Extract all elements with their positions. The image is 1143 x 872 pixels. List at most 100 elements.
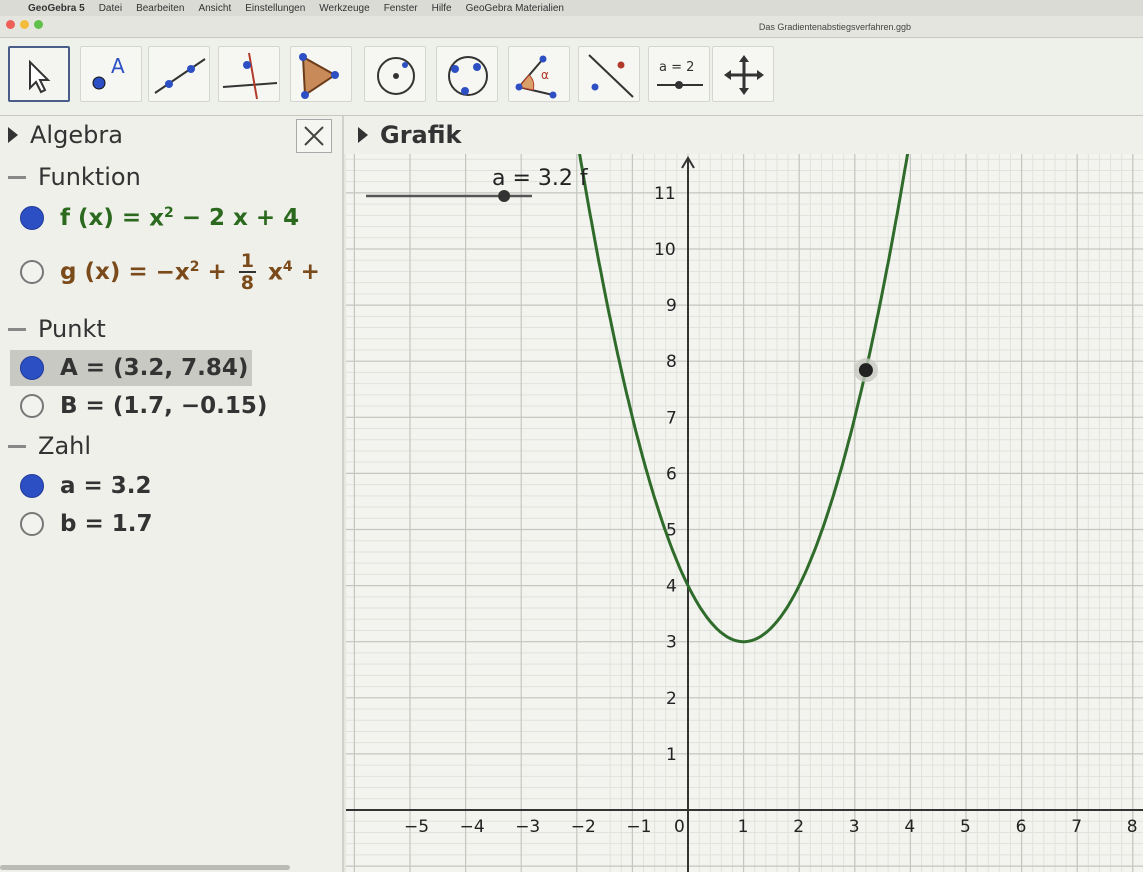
close-window-button[interactable] — [6, 20, 15, 29]
app-menu[interactable]: GeoGebra 5 — [28, 2, 85, 14]
tool-polygon[interactable] — [290, 46, 352, 102]
number-a-value: a = 3.2 — [60, 473, 152, 499]
y-tick-label: 9 — [666, 296, 677, 316]
tool-circle-center[interactable] — [364, 46, 426, 102]
tool-move[interactable] — [8, 46, 70, 102]
collapse-minus-icon — [8, 444, 26, 448]
x-tick-label: −2 — [571, 817, 596, 837]
collapse-caret-icon[interactable] — [8, 127, 18, 143]
close-algebra-button[interactable] — [296, 119, 332, 153]
polygon-icon — [299, 53, 339, 99]
y-tick-label: 4 — [666, 577, 677, 597]
move-arrow-icon — [29, 59, 51, 94]
line-icon — [154, 58, 206, 94]
category-label: Funktion — [38, 163, 141, 191]
slider-a-label: a = 3.2 f — [492, 166, 588, 191]
category-zahl[interactable]: Zahl — [0, 429, 91, 463]
tool-circle-three-points[interactable] — [436, 46, 498, 102]
visibility-toggle-b[interactable] — [20, 394, 44, 418]
algebra-item-point-b[interactable]: B = (1.7, −0.15) — [10, 388, 267, 424]
menu-bearbeiten[interactable]: Bearbeiten — [136, 2, 185, 14]
menu-hilfe[interactable]: Hilfe — [431, 2, 452, 14]
category-funktion[interactable]: Funktion — [0, 160, 141, 194]
y-tick-label: 5 — [666, 521, 677, 541]
x-tick-label: 2 — [793, 817, 804, 837]
category-punkt[interactable]: Punkt — [0, 312, 106, 346]
graphics-title: Grafik — [380, 121, 462, 149]
collapse-caret-icon[interactable] — [358, 127, 368, 143]
algebra-item-point-a[interactable]: A = (3.2, 7.84) — [10, 350, 252, 386]
visibility-toggle-number-b[interactable] — [20, 512, 44, 536]
close-icon — [304, 126, 324, 146]
visibility-toggle-number-a[interactable] — [20, 474, 44, 498]
svg-text:α: α — [541, 68, 549, 82]
graphics-header[interactable]: Grafik — [344, 116, 1143, 154]
algebra-title: Algebra — [30, 121, 123, 149]
x-tick-label: 6 — [1016, 817, 1027, 837]
y-tick-label: 8 — [666, 352, 677, 372]
tool-perpendicular[interactable] — [218, 46, 280, 102]
menu-einstellungen[interactable]: Einstellungen — [245, 2, 306, 14]
y-tick-label: 2 — [666, 689, 677, 709]
tool-move-graphics[interactable] — [712, 46, 774, 102]
window-title: Das Gradientenabstiegsverfahren.ggb — [758, 22, 911, 32]
y-tick-label: 6 — [666, 464, 677, 484]
svg-text:A: A — [111, 54, 125, 78]
menu-ansicht[interactable]: Ansicht — [198, 2, 232, 14]
collapse-minus-icon — [8, 327, 26, 331]
algebra-item-number-a[interactable]: a = 3.2 — [10, 468, 152, 504]
category-label: Punkt — [38, 315, 106, 343]
move-graphics-view-icon — [724, 55, 764, 95]
slider-icon: a = 2 — [657, 60, 703, 89]
x-tick-label: 3 — [849, 817, 860, 837]
number-b-value: b = 1.7 — [60, 511, 153, 537]
algebra-item-f[interactable]: f (x) = x2 − 2 x + 4 — [10, 200, 299, 236]
collapse-minus-icon — [8, 175, 26, 179]
tool-point[interactable]: A — [80, 46, 142, 102]
y-axis-arrow-icon — [681, 156, 695, 169]
y-tick-label: 3 — [666, 633, 677, 653]
x-tick-label: −5 — [404, 817, 429, 837]
function-f-curve — [578, 154, 910, 644]
x-tick-label: −1 — [626, 817, 651, 837]
tool-line[interactable] — [148, 46, 210, 102]
y-tick-label: 7 — [666, 408, 677, 428]
circle-three-points-icon — [448, 56, 488, 96]
visibility-toggle-g[interactable] — [20, 260, 44, 284]
y-tick-label: 10 — [654, 240, 676, 260]
menu-werkzeuge[interactable]: Werkzeuge — [319, 2, 370, 14]
category-label: Zahl — [38, 432, 92, 460]
x-tick-label: 5 — [960, 817, 971, 837]
x-tick-label: −3 — [515, 817, 540, 837]
tool-reflect[interactable] — [578, 46, 640, 102]
toolbar: A — [0, 38, 1143, 116]
slider-a-handle — [498, 190, 511, 202]
tool-angle[interactable]: α — [508, 46, 570, 102]
menu-bar: GeoGebra 5 Datei Bearbeiten Ansicht Eins… — [0, 0, 1143, 16]
point-a — [858, 363, 873, 378]
x-tick-label: 4 — [904, 817, 915, 837]
minimize-window-button[interactable] — [20, 20, 29, 29]
function-f-definition: f (x) = x2 − 2 x + 4 — [60, 204, 300, 232]
x-tick-label: 7 — [1071, 817, 1082, 837]
point-a-value: A = (3.2, 7.84) — [60, 355, 249, 381]
coordinate-plane[interactable]: −5 −4 −3 −2 −1 0 1 2 3 4 5 6 7 8 1 2 3 4 5 6 7 8 9 10 11 — [346, 154, 1143, 872]
point-icon: A — [92, 54, 125, 90]
visibility-toggle-f[interactable] — [20, 206, 44, 230]
algebra-header[interactable]: Algebra — [0, 116, 344, 154]
algebra-item-number-b[interactable]: b = 1.7 — [10, 506, 153, 542]
zoom-window-button[interactable] — [34, 20, 43, 29]
graphics-view[interactable]: −5 −4 −3 −2 −1 0 1 2 3 4 5 6 7 8 1 2 3 4 5 6 7 8 9 10 11 a = 3.2… — [346, 154, 1143, 872]
algebra-horizontal-scrollbar[interactable] — [0, 865, 290, 870]
menu-fenster[interactable]: Fenster — [383, 2, 418, 14]
x-tick-label: 1 — [738, 817, 749, 837]
x-tick-label: −4 — [460, 817, 485, 837]
circle-center-icon — [377, 57, 415, 95]
x-tick-label: 8 — [1127, 817, 1138, 837]
menu-datei[interactable]: Datei — [98, 2, 123, 14]
menu-materialien[interactable]: GeoGebra Materialien — [465, 2, 564, 14]
tool-slider[interactable]: a = 2 — [648, 46, 710, 102]
visibility-toggle-a[interactable] — [20, 356, 44, 380]
